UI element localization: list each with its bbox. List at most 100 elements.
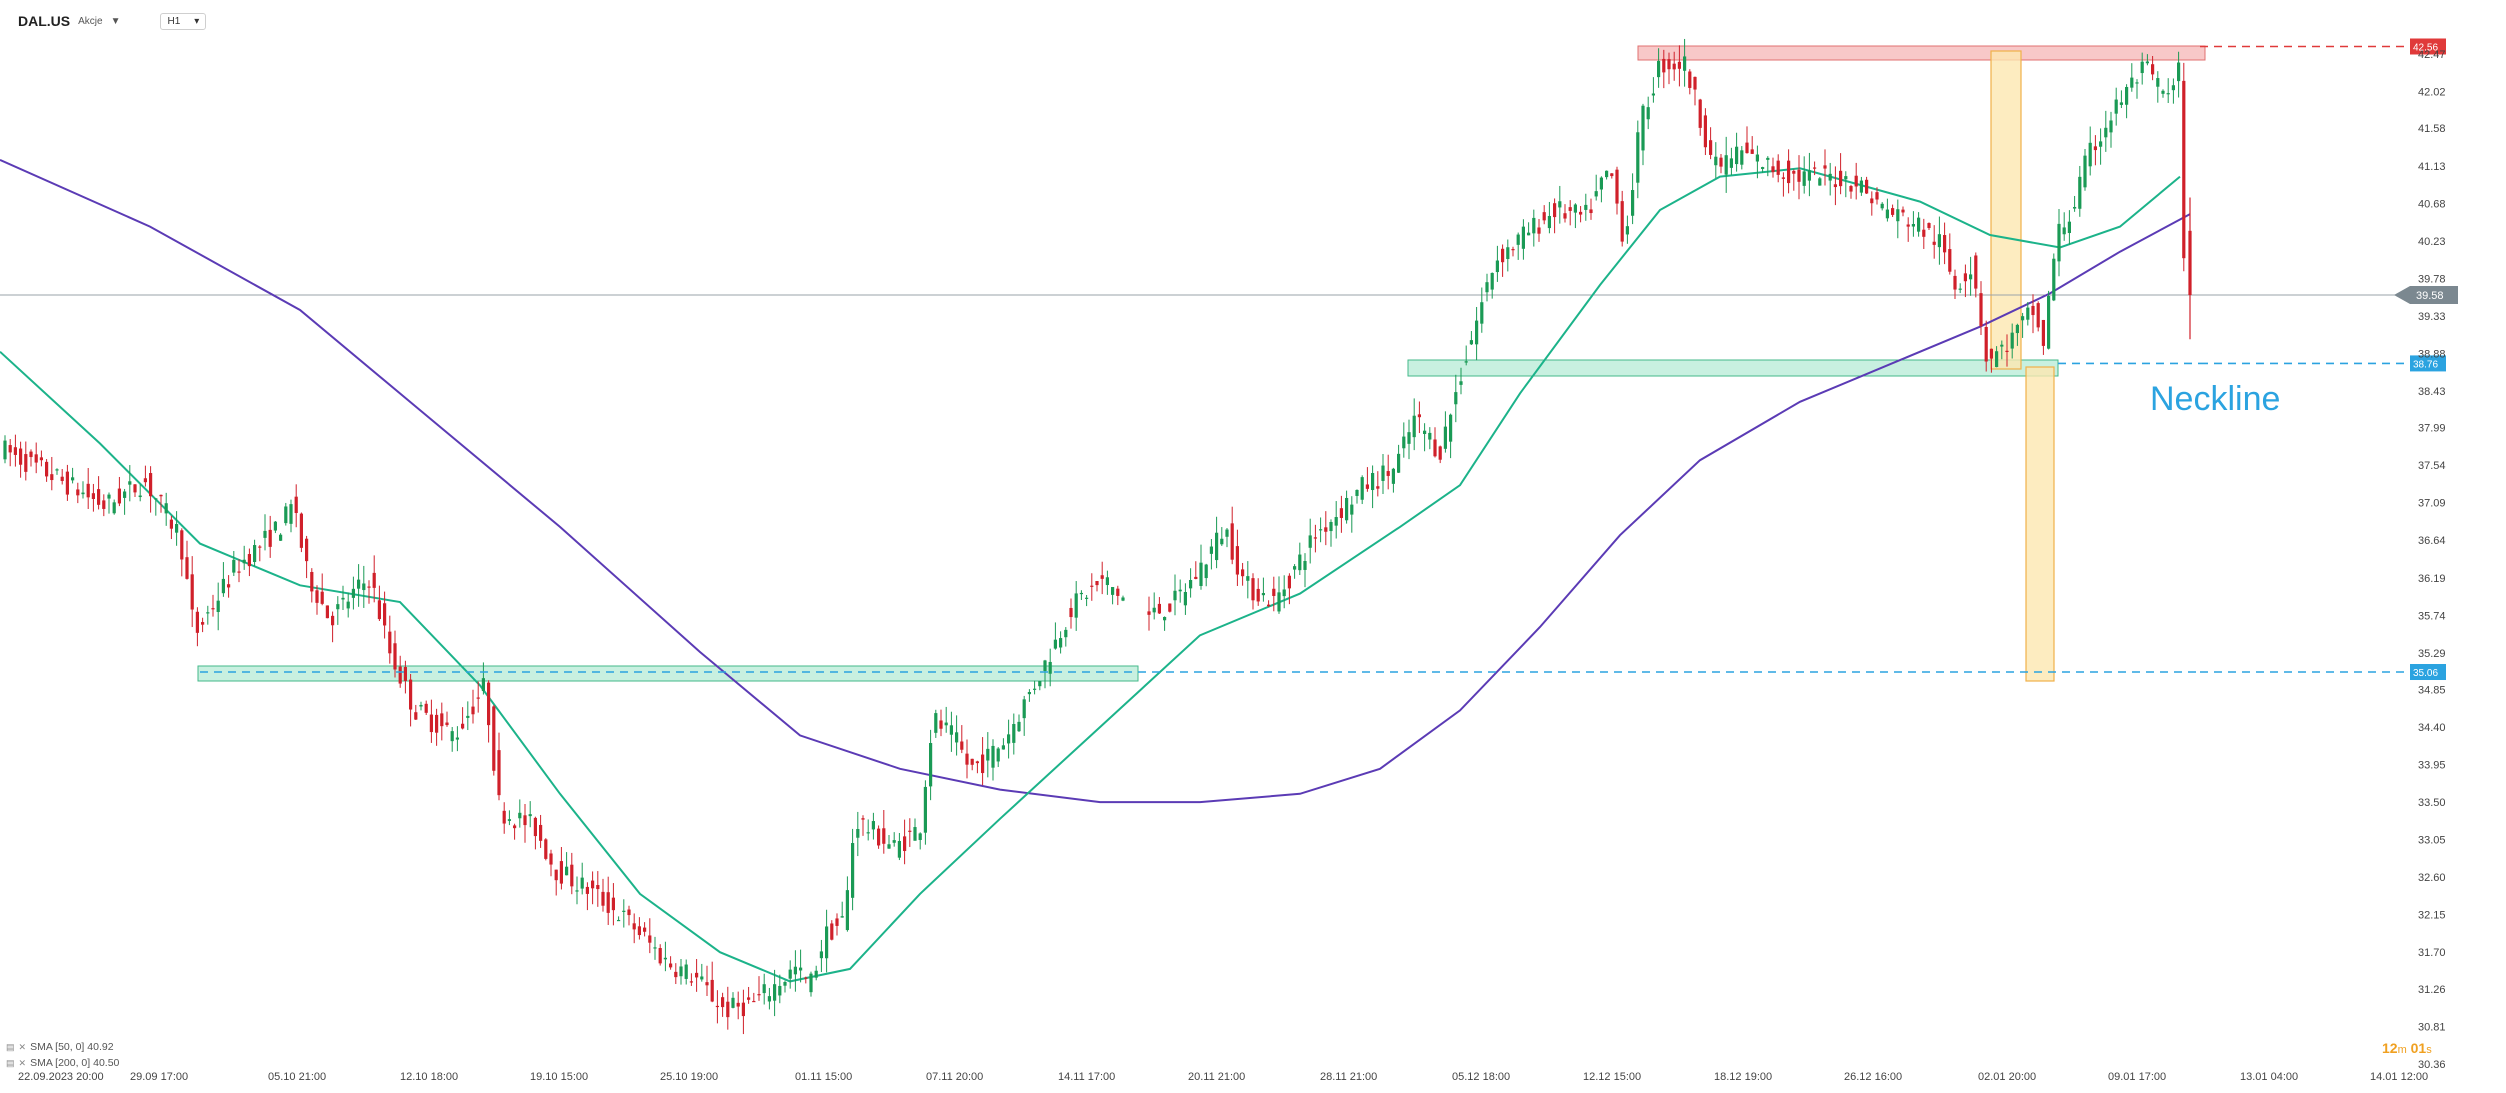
candle-body — [1074, 593, 1078, 618]
candle-body — [1953, 275, 1957, 290]
candle-body — [1625, 226, 1629, 235]
candle-body — [2036, 303, 2040, 328]
candle-body — [1157, 603, 1161, 614]
candle-body — [409, 679, 413, 710]
candle-body — [741, 1002, 745, 1017]
candle-body — [455, 737, 459, 740]
candle-body — [757, 994, 761, 996]
close-icon[interactable]: ✕ — [18, 1058, 27, 1068]
candle-body — [1376, 486, 1380, 489]
close-icon[interactable]: ✕ — [18, 1042, 27, 1052]
candle-body — [866, 832, 870, 834]
candle-body — [1485, 282, 1489, 293]
candle-body — [2099, 141, 2103, 147]
candle-body — [752, 1000, 756, 1003]
y-tick-label: 31.70 — [2418, 947, 2446, 959]
candle-body — [1833, 184, 1837, 188]
x-tick-label: 09.01 17:00 — [2108, 1071, 2166, 1083]
candle-body — [2067, 221, 2071, 234]
candle-body — [128, 481, 132, 485]
candle-body — [138, 495, 142, 498]
candle-body — [227, 584, 231, 588]
candle-body — [398, 666, 402, 684]
candle-body — [50, 474, 54, 481]
timeframe-select[interactable]: H1 ▾ — [160, 12, 207, 30]
candle-body — [1215, 532, 1219, 561]
candle-body — [1906, 224, 1910, 227]
y-tick-label: 33.50 — [2418, 797, 2446, 809]
candle-body — [1563, 213, 1567, 219]
candle-body — [492, 706, 496, 771]
candle-body — [2156, 78, 2160, 87]
neckline-tag — [2410, 355, 2446, 372]
candle-body — [799, 967, 803, 971]
candle-body — [1220, 538, 1224, 545]
candle-body — [91, 493, 95, 500]
candle-body — [1490, 272, 1494, 290]
candle-body — [1521, 226, 1525, 249]
candle-body — [1308, 535, 1312, 548]
candle-body — [809, 973, 813, 993]
candle-body — [154, 498, 158, 500]
candle-body — [856, 829, 860, 838]
candle-body — [1464, 361, 1468, 363]
candle-body — [471, 706, 475, 715]
candle-body — [1719, 157, 1723, 167]
candle-body — [1412, 415, 1416, 438]
y-tick-label: 35.74 — [2418, 610, 2446, 622]
instrument-header: DAL.US Akcje ▼ H1 ▾ — [18, 10, 207, 32]
candle-body — [55, 469, 59, 471]
candle-body — [117, 488, 121, 504]
legend-item-sma200[interactable]: ▤ ✕ SMA [200, 0] 40.50 — [6, 1055, 119, 1071]
candle-body — [362, 583, 366, 591]
candle-body — [1584, 204, 1588, 210]
candle-body — [986, 748, 990, 761]
candle-body — [1854, 175, 1858, 187]
legend-item-sma50[interactable]: ▤ ✕ SMA [50, 0] 40.92 — [6, 1039, 119, 1055]
candle-body — [923, 786, 927, 833]
candle-body — [1615, 169, 1619, 204]
candle-body — [819, 951, 823, 959]
candle-body — [102, 500, 106, 509]
candle-body — [700, 976, 704, 980]
candle-body — [325, 605, 329, 619]
candle-body — [1053, 639, 1057, 649]
candle-body — [502, 810, 506, 824]
candle-body — [1417, 414, 1421, 418]
x-tick-label: 22.09.2023 20:00 — [18, 1071, 104, 1083]
candle-body — [575, 890, 579, 892]
x-tick-label: 26.12 16:00 — [1844, 1071, 1902, 1083]
candle-body — [2026, 307, 2030, 320]
candle-body — [1688, 71, 1692, 88]
time-axis: 22.09.2023 20:00 29.09 17:00 05.10 21:00 12… — [18, 1071, 2428, 1083]
candle-body — [1397, 453, 1401, 473]
candle-body — [2182, 80, 2186, 259]
y-tick-label: 41.13 — [2418, 161, 2446, 173]
candle-body — [1235, 546, 1239, 575]
candle-body — [585, 886, 589, 894]
candle-body — [591, 880, 595, 889]
candle-body — [305, 538, 309, 562]
candle-body — [1724, 155, 1728, 175]
y-tick-label: 37.09 — [2418, 498, 2446, 510]
candle-body — [1345, 497, 1349, 521]
candle-body — [1511, 249, 1515, 251]
candle-body — [263, 530, 267, 538]
candle-body — [2088, 142, 2092, 167]
candle-body — [1932, 241, 1936, 245]
candle-body — [1501, 248, 1505, 263]
candle-body — [1001, 745, 1005, 750]
candle-body — [559, 861, 563, 884]
candle-body — [2130, 77, 2134, 88]
indicator-settings-icon[interactable]: ▤ — [6, 1058, 15, 1068]
candle-body — [684, 964, 688, 979]
candle-body — [1662, 58, 1666, 73]
x-tick-label: 25.10 19:00 — [660, 1071, 718, 1083]
candle-body — [1277, 592, 1281, 612]
candle-body — [658, 948, 662, 964]
candle-body — [1012, 724, 1016, 743]
indicator-settings-icon[interactable]: ▤ — [6, 1042, 15, 1052]
candle-body — [1922, 229, 1926, 237]
symbol-dropdown-icon[interactable]: ▼ — [110, 15, 121, 27]
